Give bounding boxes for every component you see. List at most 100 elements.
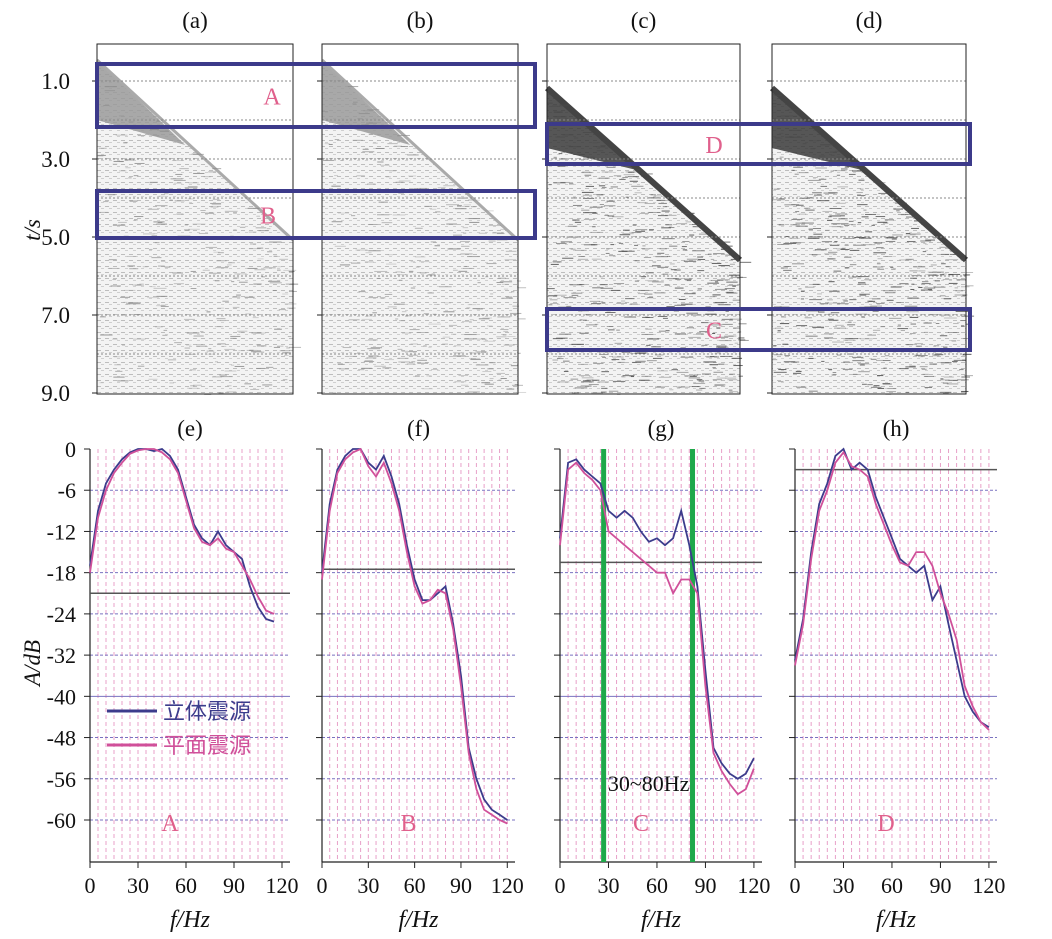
seismic-streak (834, 170, 847, 172)
seismic-streak (157, 222, 163, 224)
seismic-streak (965, 274, 969, 276)
seismic-streak (837, 186, 849, 188)
seismic-streak (716, 327, 721, 329)
seismic-streak (115, 370, 123, 372)
seismic-streak (453, 234, 462, 236)
seismic-streak (251, 332, 262, 334)
seismic-streak (562, 257, 574, 259)
seismic-streak (190, 385, 195, 387)
seismic-streak (566, 144, 572, 146)
seismic-streak (793, 115, 798, 117)
spectrum-panel (84, 448, 290, 868)
seismic-streak (143, 233, 155, 235)
seismic-streak (457, 204, 462, 206)
seismic-streak (960, 286, 970, 288)
seismic-streak (589, 300, 600, 302)
seismic-streak (802, 143, 807, 145)
seismic-streak (947, 332, 960, 334)
seismic-streak (789, 136, 803, 138)
seismic-streak (942, 382, 949, 384)
seismic-streak (410, 343, 418, 345)
seismic-streak (453, 355, 466, 357)
seismic-streak (377, 161, 384, 163)
seismic-streak (133, 175, 139, 177)
seismic-streak (428, 346, 432, 348)
seismic-frame (321, 43, 519, 395)
seismic-streak (401, 350, 409, 352)
seismic-streak (863, 244, 876, 246)
seismic-streak (488, 240, 496, 242)
seismic-streak (608, 390, 619, 392)
first-arrival-line (320, 58, 520, 242)
seismic-streak (712, 367, 716, 369)
seismic-streak (689, 375, 697, 377)
seismic-streak (656, 367, 661, 369)
seismic-streak (588, 384, 599, 386)
seismic-streak (601, 387, 608, 389)
seismic-streak (453, 345, 461, 347)
seismic-streak (167, 359, 177, 361)
seismic-streak (783, 266, 792, 268)
seismic-streak (738, 323, 747, 325)
seismic-streak (882, 360, 891, 362)
seismic-streak (822, 210, 833, 212)
seismic-streak (720, 355, 732, 357)
x-axis-label: f/Hz (398, 907, 439, 933)
seismic-streak (156, 295, 168, 297)
seismic-streak (905, 233, 911, 235)
seismic-streak (363, 110, 374, 112)
seismic-streak (581, 377, 594, 379)
seismic-streak (384, 293, 393, 295)
seismic-streak (726, 292, 738, 294)
seismic-streak (940, 362, 952, 364)
seismic-streak (808, 228, 813, 230)
seismic-streak (606, 248, 610, 250)
spectrum-y-label: A/dB (20, 640, 45, 688)
seismic-streak (339, 264, 351, 266)
seismic-streak (818, 178, 827, 180)
seismic-streak (501, 297, 514, 299)
seismic-streak (574, 387, 588, 389)
first-arrival-wedge (97, 60, 186, 145)
seismic-streak (589, 206, 603, 208)
seismic-streak (646, 344, 651, 346)
seismic-streak (570, 378, 579, 380)
seismic-streak (347, 86, 359, 88)
seismic-streak (496, 239, 508, 241)
seismic-streak (830, 170, 834, 172)
seismic-streak (699, 387, 706, 389)
seismic-streak (676, 386, 682, 388)
seismic-streak (952, 360, 958, 362)
seismic-streak (267, 251, 273, 253)
seismic-streak (581, 191, 594, 193)
seismic-streak (683, 212, 695, 214)
seismic-panel (767, 43, 975, 395)
seismic-streak (857, 222, 862, 224)
seismic-streak (112, 338, 118, 340)
seismic-streak (621, 376, 626, 378)
seismic-streak (710, 324, 723, 326)
seismic-frame (771, 43, 967, 395)
seismic-streak (622, 177, 628, 179)
seismic-streak (574, 392, 579, 394)
seismic-streak (714, 352, 721, 354)
seismic-streak (557, 358, 564, 360)
seismic-streak (713, 371, 724, 373)
seismic-streak (169, 199, 173, 201)
seismic-streak (602, 302, 606, 304)
seismic-streak (882, 383, 892, 385)
seismic-streak (926, 253, 932, 255)
seismic-streak (279, 258, 289, 260)
seismic-streak (840, 223, 849, 225)
seismic-streak (467, 391, 480, 393)
seismic-streak (632, 224, 637, 226)
seismic-streak (831, 374, 836, 376)
seismic-streak (486, 263, 497, 265)
seismic-streak (667, 278, 679, 280)
seismic-streak (635, 360, 646, 362)
seismic-streak (790, 242, 802, 244)
seismic-streak (655, 386, 665, 388)
seismic-streak (778, 224, 785, 226)
seismic-streak (228, 262, 235, 264)
seismic-streak (662, 273, 669, 275)
